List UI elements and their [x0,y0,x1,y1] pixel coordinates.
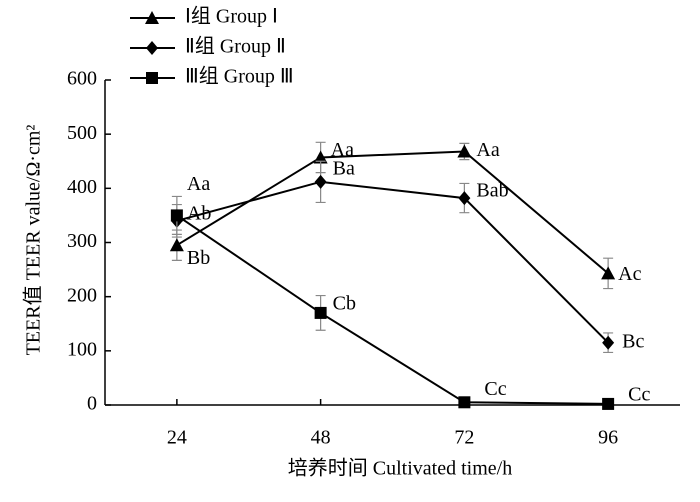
data-label: Cb [333,293,356,315]
data-label: Ac [618,263,641,285]
series-line [176,180,609,344]
y-tick-label: 300 [67,230,97,252]
x-tick-label: 72 [454,427,474,449]
data-label: Aa [187,173,210,195]
marker [313,150,328,164]
y-tick-label: 400 [67,176,97,198]
y-tick-label: 200 [67,284,97,306]
marker [458,396,471,409]
marker [146,41,158,55]
y-axis-label: TEER值 TEER value/Ω·cm² [22,125,45,356]
data-label: Aa [476,139,499,161]
marker [145,11,159,24]
legend-label: Ⅲ组 Group Ⅲ [185,65,294,88]
marker [602,335,615,350]
marker [169,238,184,252]
marker [602,397,615,410]
legend-label: Ⅱ组 Group Ⅱ [185,35,286,58]
y-tick-label: 0 [87,393,97,415]
marker [601,266,616,280]
marker [458,191,471,206]
y-tick-label: 500 [67,122,97,144]
x-tick-label: 96 [598,427,618,449]
series-line [176,150,609,275]
marker [146,72,158,84]
marker [457,144,472,158]
data-label: Cc [628,384,650,406]
data-label: Cc [484,378,506,400]
y-tick-label: 100 [67,338,97,360]
y-tick-label: 600 [67,68,97,90]
series-line [176,214,609,405]
data-label: Bb [187,247,210,269]
x-tick-label: 48 [311,427,331,449]
marker [170,209,183,222]
data-label: Ba [333,157,355,179]
x-axis-label: 培养时间 Cultivated time/h [288,457,512,480]
marker [314,306,327,319]
data-label: Bc [622,330,644,352]
data-label: Aa [331,139,354,161]
data-label: Ab [187,202,211,224]
marker [314,174,327,189]
x-tick-label: 24 [167,427,187,449]
data-label: Bab [476,180,508,202]
legend-label: Ⅰ组 Group Ⅰ [185,5,278,28]
